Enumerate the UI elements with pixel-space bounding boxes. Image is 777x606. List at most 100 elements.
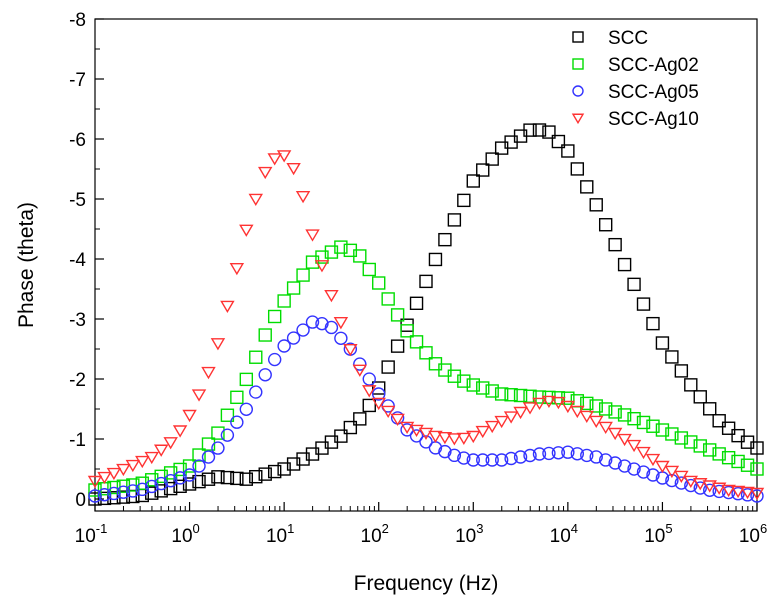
data-point (135, 482, 149, 497)
data-point (703, 483, 717, 497)
data-point (343, 420, 358, 435)
legend-item: SCC (572, 28, 648, 49)
data-point (239, 372, 254, 387)
y-tick-label: -5 (69, 190, 86, 211)
x-tick-label: 103 (455, 521, 483, 547)
data-point (153, 444, 169, 457)
data-point (589, 198, 603, 212)
data-point (372, 381, 386, 395)
data-point (665, 473, 679, 488)
x-axis-ticks: 10-1 100 101 102 103 104 105 106 (75, 502, 767, 547)
data-point (551, 134, 566, 149)
data-point (230, 415, 244, 429)
data-point (324, 245, 339, 259)
data-point (703, 402, 717, 416)
data-point (267, 352, 282, 367)
data-point (438, 232, 452, 247)
y-tick-label: 0 (75, 490, 86, 511)
data-point (116, 463, 131, 477)
data-point (598, 453, 613, 467)
data-point (334, 429, 348, 443)
data-point (409, 424, 424, 438)
data-point (286, 331, 301, 345)
data-point (295, 190, 311, 204)
data-point (315, 316, 329, 331)
x-tick-label: 106 (739, 521, 767, 547)
y-axis-ticks: -8 -7 -6 -5 -4 -3 -2 -1 0 (69, 10, 104, 511)
data-point (646, 419, 660, 433)
data-point (296, 452, 310, 466)
data-point (296, 268, 310, 282)
data-point (570, 447, 585, 461)
data-point (580, 396, 594, 411)
data-point (484, 420, 500, 434)
data-point (513, 450, 528, 464)
data-point (636, 465, 651, 479)
y-tick-label: -3 (69, 310, 86, 331)
data-point (419, 346, 433, 360)
data-point (561, 445, 575, 459)
data-point (248, 193, 263, 207)
data-point (466, 430, 481, 444)
data-point (334, 240, 348, 254)
data-point (494, 415, 509, 429)
data-point (276, 150, 292, 163)
data-point (589, 399, 603, 413)
x-tick-label: 104 (550, 521, 578, 547)
data-point (645, 453, 661, 467)
data-point (154, 476, 168, 491)
data-point (494, 387, 509, 401)
data-point (201, 450, 216, 464)
x-axis-title: Frequency (Hz) (354, 572, 499, 595)
data-point (456, 432, 472, 446)
data-point (674, 476, 689, 490)
data-point (220, 428, 235, 442)
data-point (561, 144, 575, 158)
data-point (305, 315, 320, 329)
data-point (636, 297, 651, 311)
data-point (617, 408, 632, 422)
legend-label: SCC-Ag05 (608, 82, 699, 103)
data-point (192, 459, 206, 473)
data-point (655, 423, 670, 437)
data-point (409, 335, 424, 349)
data-point (740, 486, 755, 500)
data-point (419, 435, 433, 449)
data-point (381, 360, 395, 374)
data-point (211, 426, 225, 440)
data-point (476, 381, 490, 395)
data-point (229, 263, 245, 276)
data-point (249, 385, 263, 399)
data-point (740, 488, 755, 502)
data-point (721, 484, 736, 498)
data-point (353, 357, 367, 371)
data-point (380, 405, 396, 419)
data-point (258, 467, 272, 481)
data-point (721, 421, 736, 435)
data-point (334, 331, 348, 345)
legend-label: SCC (608, 28, 648, 49)
data-point (258, 328, 272, 342)
data-point (267, 153, 282, 166)
data-point (145, 486, 159, 500)
data-point (617, 257, 632, 272)
legend-label: SCC-Ag02 (608, 55, 699, 76)
data-point (503, 411, 519, 424)
data-point (523, 389, 537, 403)
data-point (210, 338, 226, 351)
data-point (570, 394, 585, 408)
data-point (381, 292, 395, 306)
data-point (541, 395, 557, 409)
data-point (731, 454, 745, 469)
data-point (371, 397, 386, 411)
data-point (693, 478, 708, 491)
data-point (239, 472, 254, 486)
data-point (684, 378, 698, 392)
data-point (485, 384, 499, 398)
data-point (116, 485, 131, 499)
data-point (182, 409, 197, 423)
data-point (286, 162, 301, 176)
data-point (730, 485, 746, 499)
data-point (475, 425, 490, 439)
data-point (239, 402, 254, 416)
